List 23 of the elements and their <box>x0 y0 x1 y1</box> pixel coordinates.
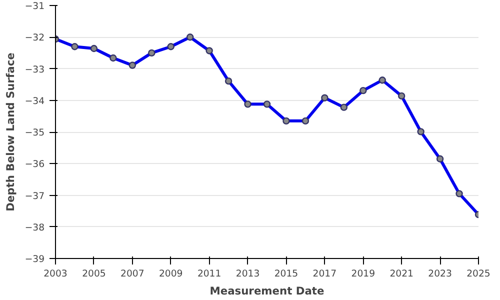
x-tick-label: 2005 <box>82 268 106 280</box>
y-axis-title: Depth Below Land Surface <box>4 52 17 212</box>
y-tick-label: −32 <box>24 32 44 44</box>
y-tick-label: −31 <box>24 1 45 12</box>
y-tick-label: −35 <box>24 128 45 138</box>
x-tick-label: 2017 <box>312 268 337 280</box>
x-tick-label: 2013 <box>236 268 260 280</box>
y-tick-label: −33 <box>24 64 45 76</box>
x-tick-label: 2009 <box>158 268 183 280</box>
y-tick-label: −36 <box>24 159 45 170</box>
y-tick-label: −37 <box>24 190 45 202</box>
x-tick-label: 2021 <box>390 268 414 280</box>
x-tick-label: 2003 <box>44 268 68 280</box>
x-tick-label: 2015 <box>274 268 298 280</box>
y-tick-label: −38 <box>24 222 45 234</box>
y-tick-label: −39 <box>24 254 45 265</box>
x-tick-label: 2025 <box>466 268 490 280</box>
x-tick-label: 2007 <box>120 268 144 280</box>
y-tick-label: −34 <box>24 96 45 107</box>
x-tick-label: 2023 <box>428 268 452 280</box>
x-tick-label: 2011 <box>197 268 222 280</box>
x-axis-title: Measurement Date <box>210 284 324 298</box>
x-tick-label: 2019 <box>351 268 376 280</box>
